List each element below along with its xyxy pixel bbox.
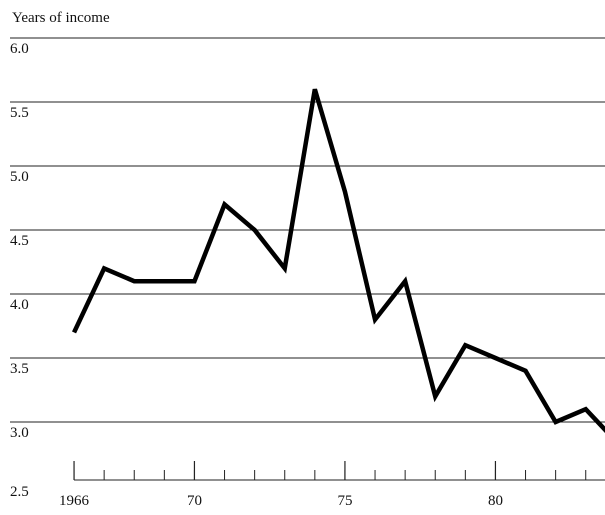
y-tick-label: 5.5 bbox=[10, 105, 29, 121]
y-tick-label: 5.0 bbox=[10, 169, 29, 185]
x-tick-label: 70 bbox=[187, 493, 202, 509]
y-tick-label: 2.5 bbox=[10, 484, 29, 500]
y-axis-label: Years of income bbox=[12, 10, 110, 26]
data-line bbox=[72, 88, 605, 433]
x-tick-label: 1966 bbox=[59, 493, 90, 509]
y-tick-label: 4.0 bbox=[10, 297, 29, 313]
y-tick-label: 3.5 bbox=[10, 361, 29, 377]
x-tick-label: 80 bbox=[488, 493, 503, 509]
y-tick-label: 6.0 bbox=[10, 41, 29, 57]
x-tick-label: 75 bbox=[337, 493, 352, 509]
y-tick-label: 4.5 bbox=[10, 233, 29, 249]
y-tick-label: 3.0 bbox=[10, 425, 29, 441]
